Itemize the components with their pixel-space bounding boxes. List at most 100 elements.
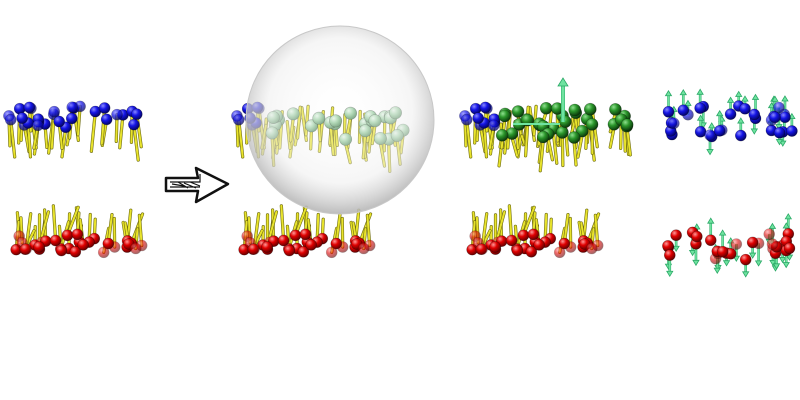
force-arrow-head [672,245,680,252]
blue-head [479,101,492,114]
blue-head [704,129,716,141]
lower-leaflet [10,204,148,259]
red-head [489,241,501,253]
force-arrow-head [775,124,783,131]
blue-head [786,125,798,137]
blue-head [98,102,111,114]
green-bead [511,105,525,118]
blue-head [128,118,140,131]
lipid-tail-highlight [132,123,140,162]
lipid-tail-highlight [573,140,578,166]
red-head [585,242,598,255]
lower-leaflet [238,204,376,259]
blue-head [111,108,123,121]
force-arrow-head [666,270,674,278]
lipid-tail-highlight [465,118,472,158]
blue-head [724,108,737,120]
blue-head [748,108,761,121]
red-head [476,243,488,255]
force-arrow-head [684,99,692,106]
red-head [49,234,62,247]
force-arrow-head [706,149,714,156]
lipid-tail-highlight [524,123,529,157]
green-bead [609,103,622,116]
red-head [71,228,84,241]
green-bead [536,130,550,144]
force-arrow-head [785,254,794,261]
blue-head [4,113,17,126]
force-arrow-head [782,262,790,269]
green-bead [568,103,582,117]
blue-head [677,104,690,117]
blue-head [100,113,113,126]
upper-leaflet [662,88,798,156]
red-head [517,229,530,242]
lipid-tail-highlight [508,204,513,242]
force-arrow-head [715,109,724,117]
lipid-tail-highlight [539,139,545,172]
red-head [357,242,370,255]
force-arrow-head [748,252,757,259]
force-arrow-head [696,88,704,95]
red-head [330,237,343,250]
force-arrow-head [688,250,697,257]
red-head [305,239,317,251]
force-arrow-head [741,95,749,102]
force-arrow-head [771,95,779,102]
force-arrow-head [750,128,759,135]
force-arrow-head [692,259,700,267]
force-arrow-head [737,117,745,124]
red-head [97,246,110,259]
red-head [690,230,703,243]
red-head [511,244,524,257]
lipid-tail-highlight [237,118,244,158]
red-head [746,236,759,249]
force-arrow-head [782,222,791,229]
red-head [277,234,290,247]
force-arrow-head [664,89,673,97]
force-arrow-head [696,114,705,121]
blue-head [130,108,143,120]
red-head [77,239,89,251]
force-arrow [557,77,569,122]
force-arrow-head [708,122,716,129]
force-arrow-head [784,213,793,220]
red-head [55,244,68,257]
lower-leaflet [466,204,604,259]
blue-head [66,101,79,114]
blue-head [662,106,675,118]
red-head [553,246,566,259]
blue-head [16,112,28,124]
force-arrow-head [781,95,789,102]
green-bead [498,109,511,123]
blue-head [694,102,706,114]
red-head [533,239,545,251]
force-arrow-head [557,77,569,87]
blue-head [53,115,65,128]
green-bead [585,118,599,131]
lipid-tail-highlight [511,136,519,157]
force-arrow-head [779,140,787,147]
force-arrow-head [707,217,715,224]
red-head [558,237,571,250]
blue-head [668,117,680,130]
blue-head [713,125,726,137]
force-arrow-head [768,222,777,229]
red-head [763,228,776,240]
force-arrow-head [726,96,735,103]
red-head [283,244,296,257]
red-head [525,245,538,258]
red-head [129,242,142,255]
red-head [20,243,32,255]
blue-head [769,111,781,124]
red-head [716,245,729,258]
lipid-tail-highlight [552,131,558,165]
red-head [33,241,45,253]
force-arrow-head [767,102,776,109]
red-head [505,234,518,247]
blue-head [32,119,44,132]
blue-head [23,101,36,114]
blue-head [232,113,245,126]
red-head [730,238,743,250]
